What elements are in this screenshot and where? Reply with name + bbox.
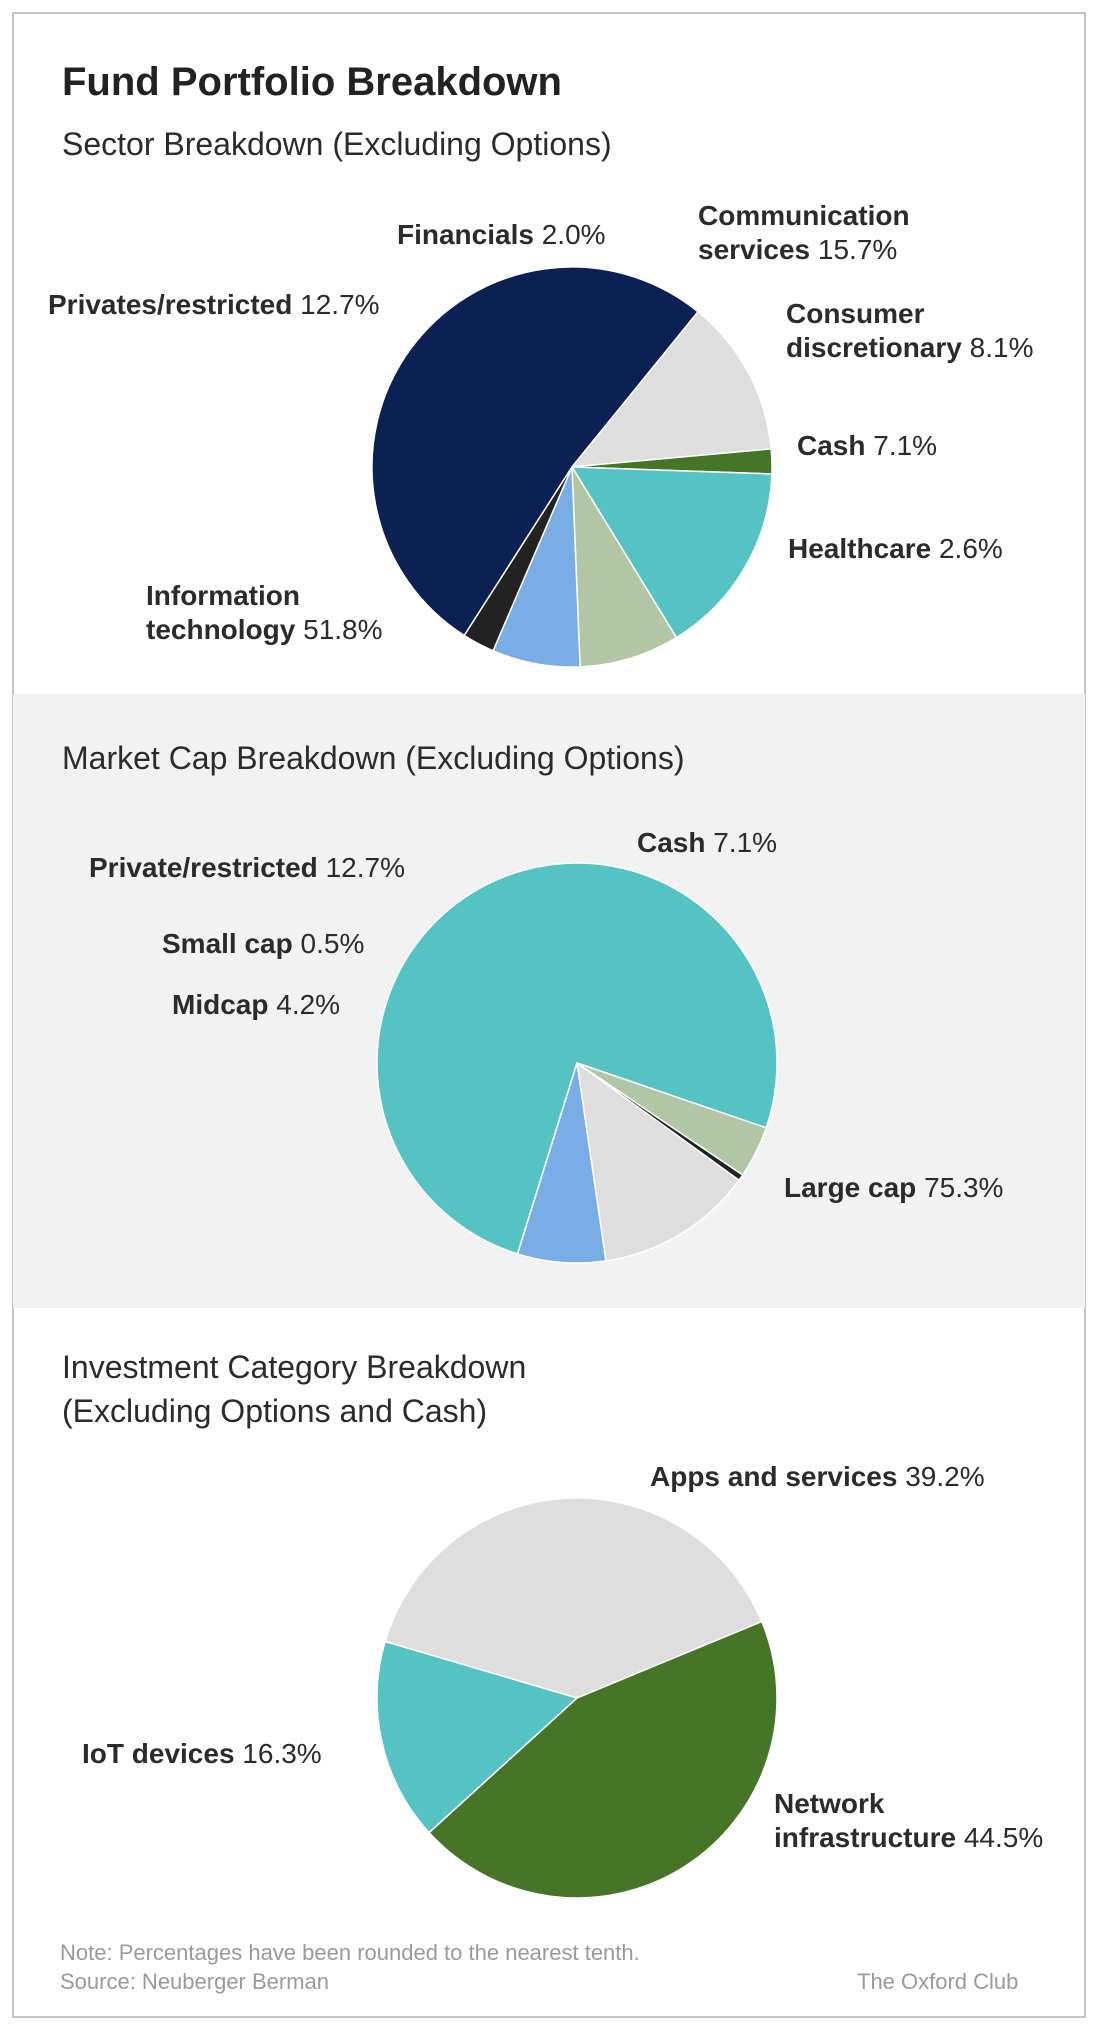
- label-financials: Financials 2.0%: [397, 218, 606, 252]
- label-network-infrastructure-pct: 44.5%: [963, 1822, 1044, 1853]
- label-network-infrastructure-name2: infrastructure: [774, 1822, 957, 1853]
- label-consumer: Consumer discretionary 8.1%: [786, 297, 1033, 365]
- pie-slice-cash: [516, 1062, 607, 1264]
- pie-slice-private-restricted: [576, 1062, 740, 1262]
- label-consumer-pct: 8.1%: [969, 332, 1034, 363]
- label-sector-cash-pct: 7.1%: [873, 430, 938, 461]
- label-apps-services-pct: 39.2%: [905, 1461, 985, 1492]
- pie-slice-consumer-discretionary: [571, 466, 678, 668]
- label-iot-devices-pct: 16.3%: [242, 1738, 322, 1769]
- label-apps-services-name: Apps and services: [650, 1461, 898, 1492]
- label-healthcare: Healthcare 2.6%: [788, 532, 1003, 566]
- brand-credit: The Oxford Club: [857, 1969, 1019, 1994]
- pie-slice-large-cap: [376, 862, 778, 1255]
- label-privates: Privates/restricted 12.7%: [48, 288, 380, 322]
- page-title: Fund Portfolio Breakdown: [62, 60, 562, 104]
- investment-chart-title-line2: (Excluding Options and Cash): [62, 1393, 488, 1429]
- label-communication-name1: Communication: [698, 200, 910, 231]
- pie-slice-healthcare: [463, 466, 573, 652]
- label-small-cap-pct: 0.5%: [300, 928, 365, 959]
- label-communication-pct: 15.7%: [817, 234, 898, 265]
- label-it-pct: 51.8%: [303, 614, 383, 645]
- investment-category-pie: [376, 1497, 778, 1899]
- label-large-cap: Large cap 75.3%: [784, 1171, 1003, 1205]
- market-cap-pie: [376, 862, 778, 1264]
- investment-chart-title-line1: Investment Category Breakdown: [62, 1349, 527, 1385]
- label-privates-name: Privates/restricted: [48, 289, 293, 320]
- label-sector-cash-name: Cash: [797, 430, 866, 461]
- label-market-cash-pct: 7.1%: [713, 827, 778, 858]
- pie-slice-privates-restricted: [571, 311, 772, 468]
- label-small-cap-name: Small cap: [162, 928, 293, 959]
- label-market-cash-name: Cash: [637, 827, 706, 858]
- label-healthcare-name: Healthcare: [788, 533, 932, 564]
- investment-chart-title: Investment Category Breakdown (Excluding…: [62, 1345, 526, 1433]
- label-iot-devices: IoT devices 16.3%: [82, 1737, 322, 1771]
- label-private-restricted: Private/restricted 12.7%: [89, 851, 405, 885]
- label-private-restricted-pct: 12.7%: [325, 852, 405, 883]
- label-it: Information technology 51.8%: [146, 579, 383, 647]
- label-financials-name: Financials: [397, 219, 534, 250]
- source-credit: Source: Neuberger Berman: [60, 1969, 330, 1994]
- label-communication: Communication services 15.7%: [698, 199, 910, 267]
- pie-slice-iot-devices: [376, 1640, 578, 1834]
- sector-chart-title: Sector Breakdown (Excluding Options): [62, 126, 612, 162]
- label-apps-services: Apps and services 39.2%: [650, 1460, 985, 1494]
- label-network-infrastructure: Network infrastructure 44.5%: [774, 1787, 1043, 1855]
- label-midcap-name: Midcap: [172, 989, 269, 1020]
- label-midcap: Midcap 4.2%: [172, 988, 340, 1022]
- market-cap-chart-title: Market Cap Breakdown (Excluding Options): [62, 740, 685, 776]
- label-consumer-name2: discretionary: [786, 332, 962, 363]
- label-iot-devices-name: IoT devices: [82, 1738, 235, 1769]
- pie-slice-apps-and-services: [384, 1497, 763, 1699]
- label-large-cap-pct: 75.3%: [924, 1172, 1004, 1203]
- label-consumer-name1: Consumer: [786, 298, 925, 329]
- label-healthcare-pct: 2.6%: [938, 533, 1003, 564]
- pie-slice-network-infrastructure: [428, 1620, 778, 1899]
- label-midcap-pct: 4.2%: [276, 989, 341, 1020]
- label-market-cash: Cash 7.1%: [637, 826, 777, 860]
- label-it-name2: technology: [146, 614, 296, 645]
- label-large-cap-name: Large cap: [784, 1172, 917, 1203]
- pie-slice-information-technology: [371, 266, 699, 637]
- sector-pie: [371, 266, 773, 668]
- label-small-cap: Small cap 0.5%: [162, 927, 364, 961]
- footnote: Note: Percentages have been rounded to t…: [60, 1940, 640, 1965]
- pie-slice-communication-services: [571, 466, 773, 639]
- label-privates-pct: 12.7%: [300, 289, 380, 320]
- label-it-name1: Information: [146, 580, 300, 611]
- label-financials-pct: 2.0%: [541, 219, 606, 250]
- label-private-restricted-name: Private/restricted: [89, 852, 318, 883]
- label-network-infrastructure-name1: Network: [774, 1788, 885, 1819]
- label-communication-name2: services: [698, 234, 811, 265]
- label-sector-cash: Cash 7.1%: [797, 429, 937, 463]
